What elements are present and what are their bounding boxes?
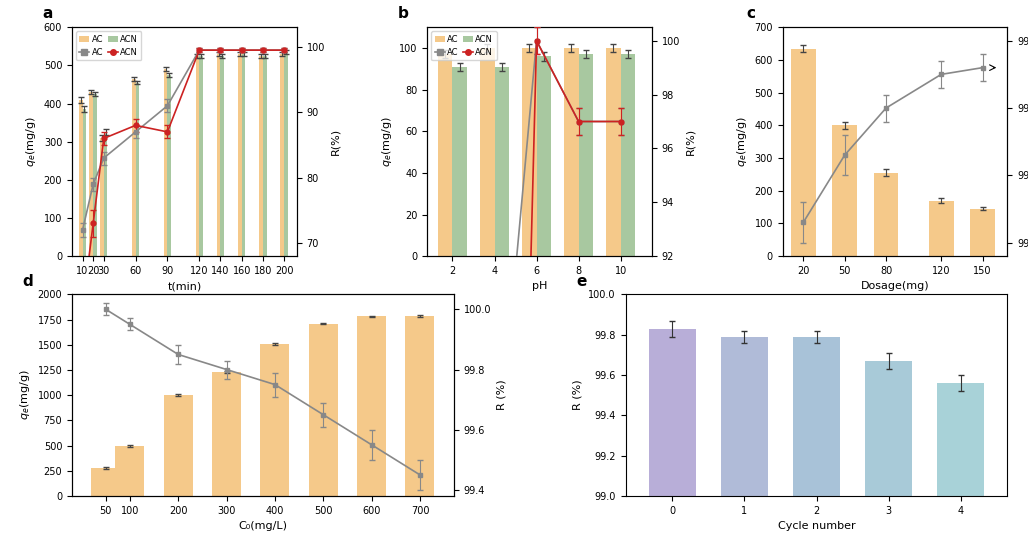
- Bar: [260, 344, 290, 496]
- Text: b: b: [398, 6, 409, 21]
- Bar: [794, 337, 840, 496]
- Y-axis label: $q_e$(mg/g): $q_e$(mg/g): [379, 117, 394, 167]
- Bar: [721, 337, 768, 496]
- Y-axis label: R(%): R(%): [330, 128, 340, 155]
- Bar: [263, 56, 266, 256]
- Bar: [79, 100, 82, 256]
- Bar: [163, 395, 193, 496]
- Bar: [405, 316, 435, 496]
- Bar: [217, 54, 220, 256]
- Bar: [649, 329, 696, 496]
- Bar: [89, 92, 94, 256]
- Y-axis label: R(%): R(%): [686, 128, 696, 155]
- Y-axis label: $q_e$(mg/g): $q_e$(mg/g): [735, 117, 748, 167]
- Bar: [104, 132, 108, 256]
- Bar: [866, 361, 912, 496]
- Bar: [308, 324, 338, 496]
- Bar: [579, 54, 593, 256]
- Bar: [163, 69, 168, 256]
- Bar: [242, 54, 246, 256]
- Bar: [564, 48, 579, 256]
- Bar: [212, 372, 242, 496]
- Bar: [115, 445, 145, 496]
- X-axis label: pH: pH: [533, 281, 547, 292]
- X-axis label: C₀(mg/L): C₀(mg/L): [238, 521, 288, 531]
- Text: d: d: [23, 274, 33, 289]
- Bar: [621, 54, 635, 256]
- Bar: [91, 468, 120, 496]
- Bar: [929, 201, 954, 256]
- Bar: [605, 48, 621, 256]
- Y-axis label: R (%): R (%): [573, 380, 583, 410]
- Legend: AC, AC, ACN, ACN: AC, AC, ACN, ACN: [432, 32, 497, 60]
- Text: a: a: [43, 6, 53, 21]
- Text: c: c: [746, 6, 756, 21]
- Bar: [82, 109, 86, 256]
- Bar: [136, 82, 140, 256]
- Legend: AC, AC, ACN, ACN: AC, AC, ACN, ACN: [76, 32, 141, 60]
- Text: e: e: [576, 274, 586, 289]
- Bar: [100, 138, 104, 256]
- Bar: [791, 49, 815, 256]
- Bar: [438, 54, 452, 256]
- Bar: [195, 56, 199, 256]
- Bar: [281, 54, 284, 256]
- Y-axis label: $q_e$(mg/g): $q_e$(mg/g): [25, 117, 38, 167]
- Bar: [522, 48, 537, 256]
- Bar: [259, 56, 263, 256]
- X-axis label: t(min): t(min): [168, 281, 201, 292]
- Bar: [833, 125, 857, 256]
- Bar: [494, 67, 509, 256]
- Bar: [284, 52, 288, 256]
- Bar: [480, 48, 494, 256]
- Bar: [237, 54, 242, 256]
- Bar: [168, 75, 171, 256]
- Bar: [132, 78, 136, 256]
- X-axis label: Dosage(mg): Dosage(mg): [860, 281, 929, 292]
- Y-axis label: R (%): R (%): [497, 380, 507, 410]
- X-axis label: Cycle number: Cycle number: [778, 521, 855, 531]
- Bar: [537, 56, 551, 256]
- Bar: [938, 383, 984, 496]
- Y-axis label: $q_e$(mg/g): $q_e$(mg/g): [17, 370, 32, 420]
- Bar: [220, 56, 224, 256]
- Bar: [874, 173, 898, 256]
- Bar: [94, 94, 97, 256]
- Bar: [357, 317, 387, 496]
- Bar: [199, 56, 203, 256]
- Bar: [452, 67, 467, 256]
- Bar: [970, 209, 995, 256]
